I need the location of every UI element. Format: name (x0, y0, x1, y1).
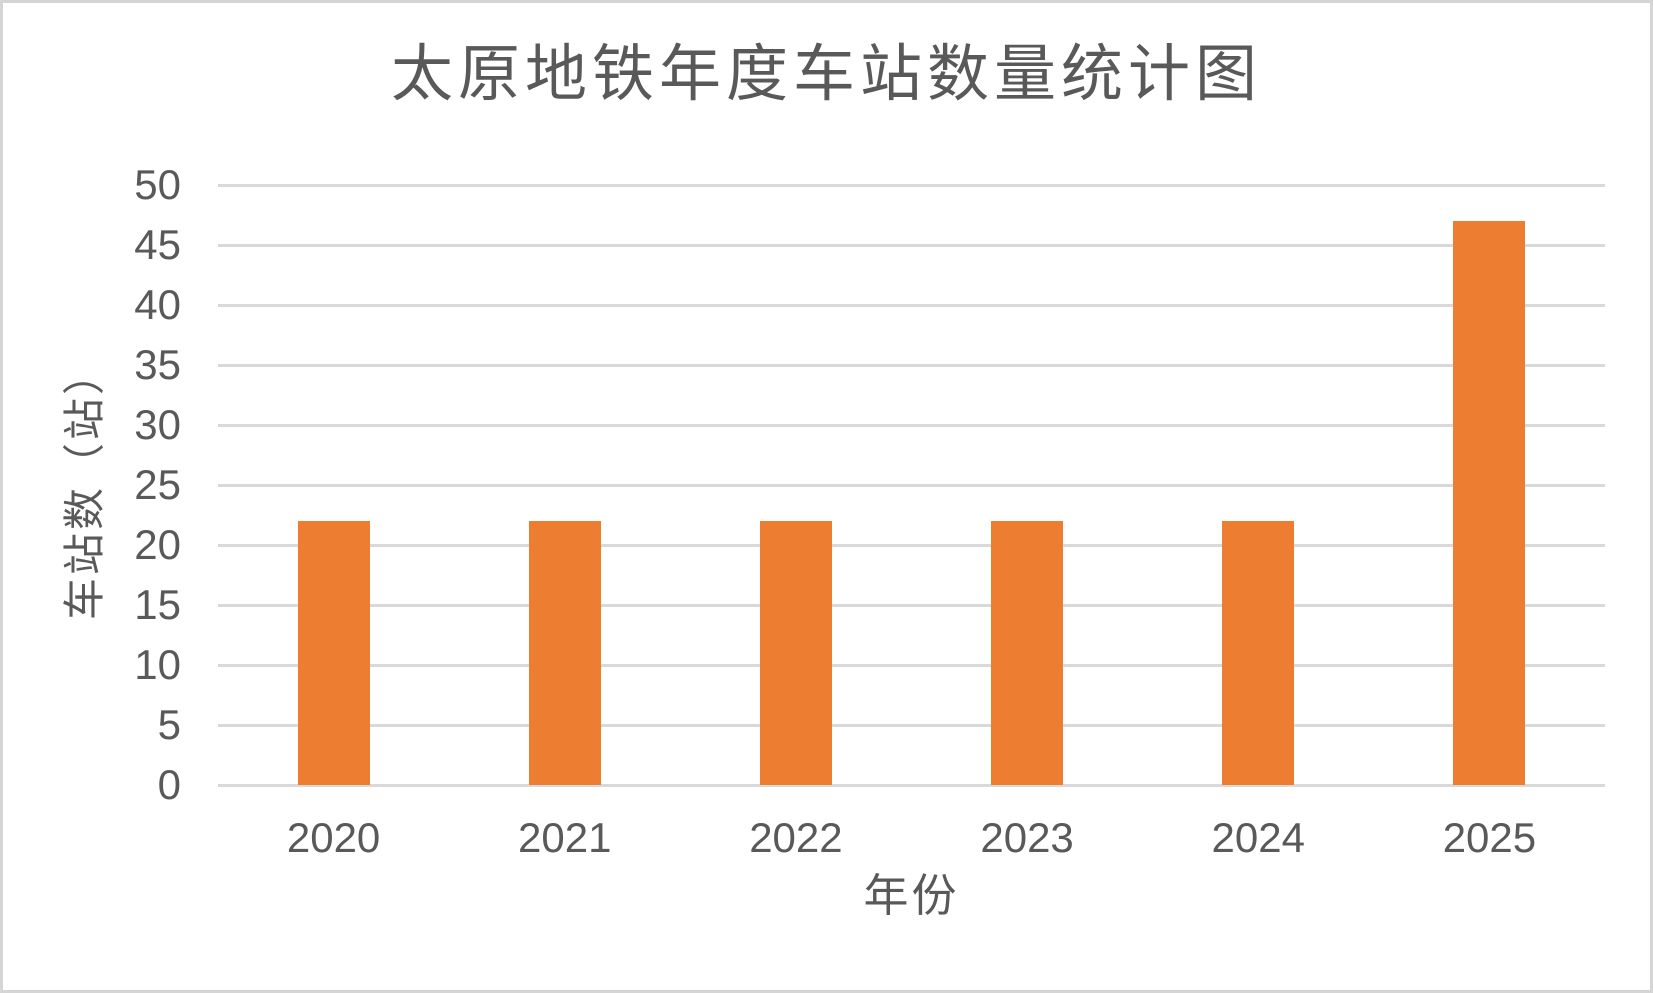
y-axis-tick-label: 40 (134, 281, 181, 328)
gridline (218, 783, 1605, 787)
y-axis-tick-label: 5 (157, 701, 181, 748)
x-axis-tick-label: 2023 (980, 814, 1074, 861)
x-axis-tick-label: 2021 (518, 814, 612, 861)
gridline (218, 363, 1605, 367)
chart-title: 太原地铁年度车站数量统计图 (390, 40, 1262, 109)
x-axis-title: 年份 (863, 870, 960, 921)
gridline (218, 723, 1605, 727)
gridline (218, 423, 1605, 427)
gridline (218, 183, 1605, 187)
x-axis-tick-label: 2020 (286, 814, 381, 861)
y-axis-tick-label: 45 (134, 221, 181, 268)
bar-2023 (991, 521, 1064, 785)
y-axis-tick-label: 25 (134, 461, 181, 508)
y-axis-tick-label: 0 (157, 761, 181, 808)
gridline (218, 483, 1605, 487)
bar-2020 (297, 521, 370, 785)
y-axis-tick-label: 50 (134, 161, 181, 208)
gridline (218, 303, 1605, 307)
gridline (218, 663, 1605, 667)
y-axis-tick-label: 30 (134, 401, 181, 448)
bar-2024 (1222, 521, 1295, 785)
y-axis-tick-label: 35 (134, 341, 181, 388)
x-axis-tick-label: 2025 (1442, 814, 1537, 861)
bar-2021 (528, 521, 601, 785)
gridline (218, 243, 1605, 247)
plot-area (218, 183, 1605, 787)
gridline (218, 603, 1605, 607)
gridline (218, 543, 1605, 547)
x-axis-tick-label: 2024 (1211, 814, 1305, 861)
bar-2022 (759, 521, 832, 785)
x-axis-tick-label: 2022 (749, 814, 843, 861)
bar-2025 (1453, 221, 1526, 785)
y-axis-tick-label: 10 (134, 641, 181, 688)
y-axis-tick-label: 20 (134, 521, 181, 568)
y-axis-tick-label: 15 (134, 581, 181, 628)
